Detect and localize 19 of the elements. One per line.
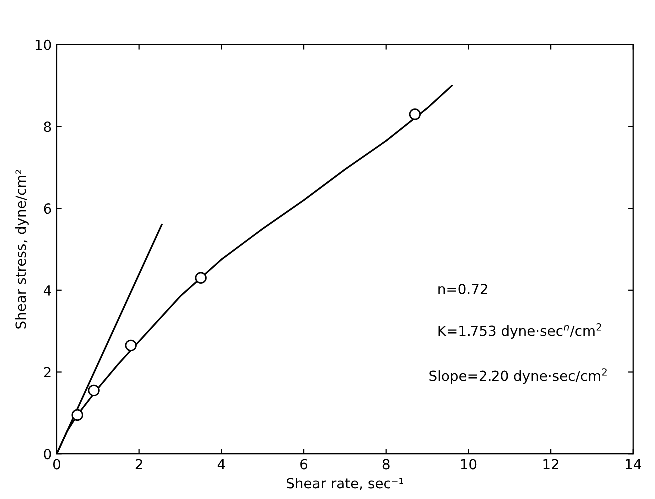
annotation: Slope=2.20 dyne·sec/cm$^{2}$ (430, 368, 607, 384)
x-tick-label: 14 (626, 459, 642, 470)
y-tick-label: 0 (44, 449, 52, 460)
x-tick-label: 2 (136, 459, 142, 470)
x-axis-title: Shear rate, sec⁻¹ (287, 478, 404, 490)
y-tick-label: 2 (44, 367, 51, 378)
y-tick-label: 6 (44, 204, 52, 214)
x-tick-label: 8 (382, 459, 390, 470)
y-axis-title: Shear stress, dyne/cm² (15, 170, 29, 329)
x-tick-label: 0 (53, 459, 60, 470)
y-tick-label: 8 (44, 122, 52, 132)
y-tick-label: 4 (44, 286, 52, 296)
annotation: n=0.72 (438, 284, 488, 294)
x-tick-label: 6 (300, 459, 308, 470)
annotation: K=1.753 dyne·sec$^{n}$/cm$^{2}$ (438, 324, 602, 339)
x-tick-label: 4 (218, 459, 226, 470)
x-tick-label: 12 (544, 459, 558, 470)
y-tick-label: 10 (36, 40, 52, 50)
x-tick-label: 10 (461, 459, 477, 470)
